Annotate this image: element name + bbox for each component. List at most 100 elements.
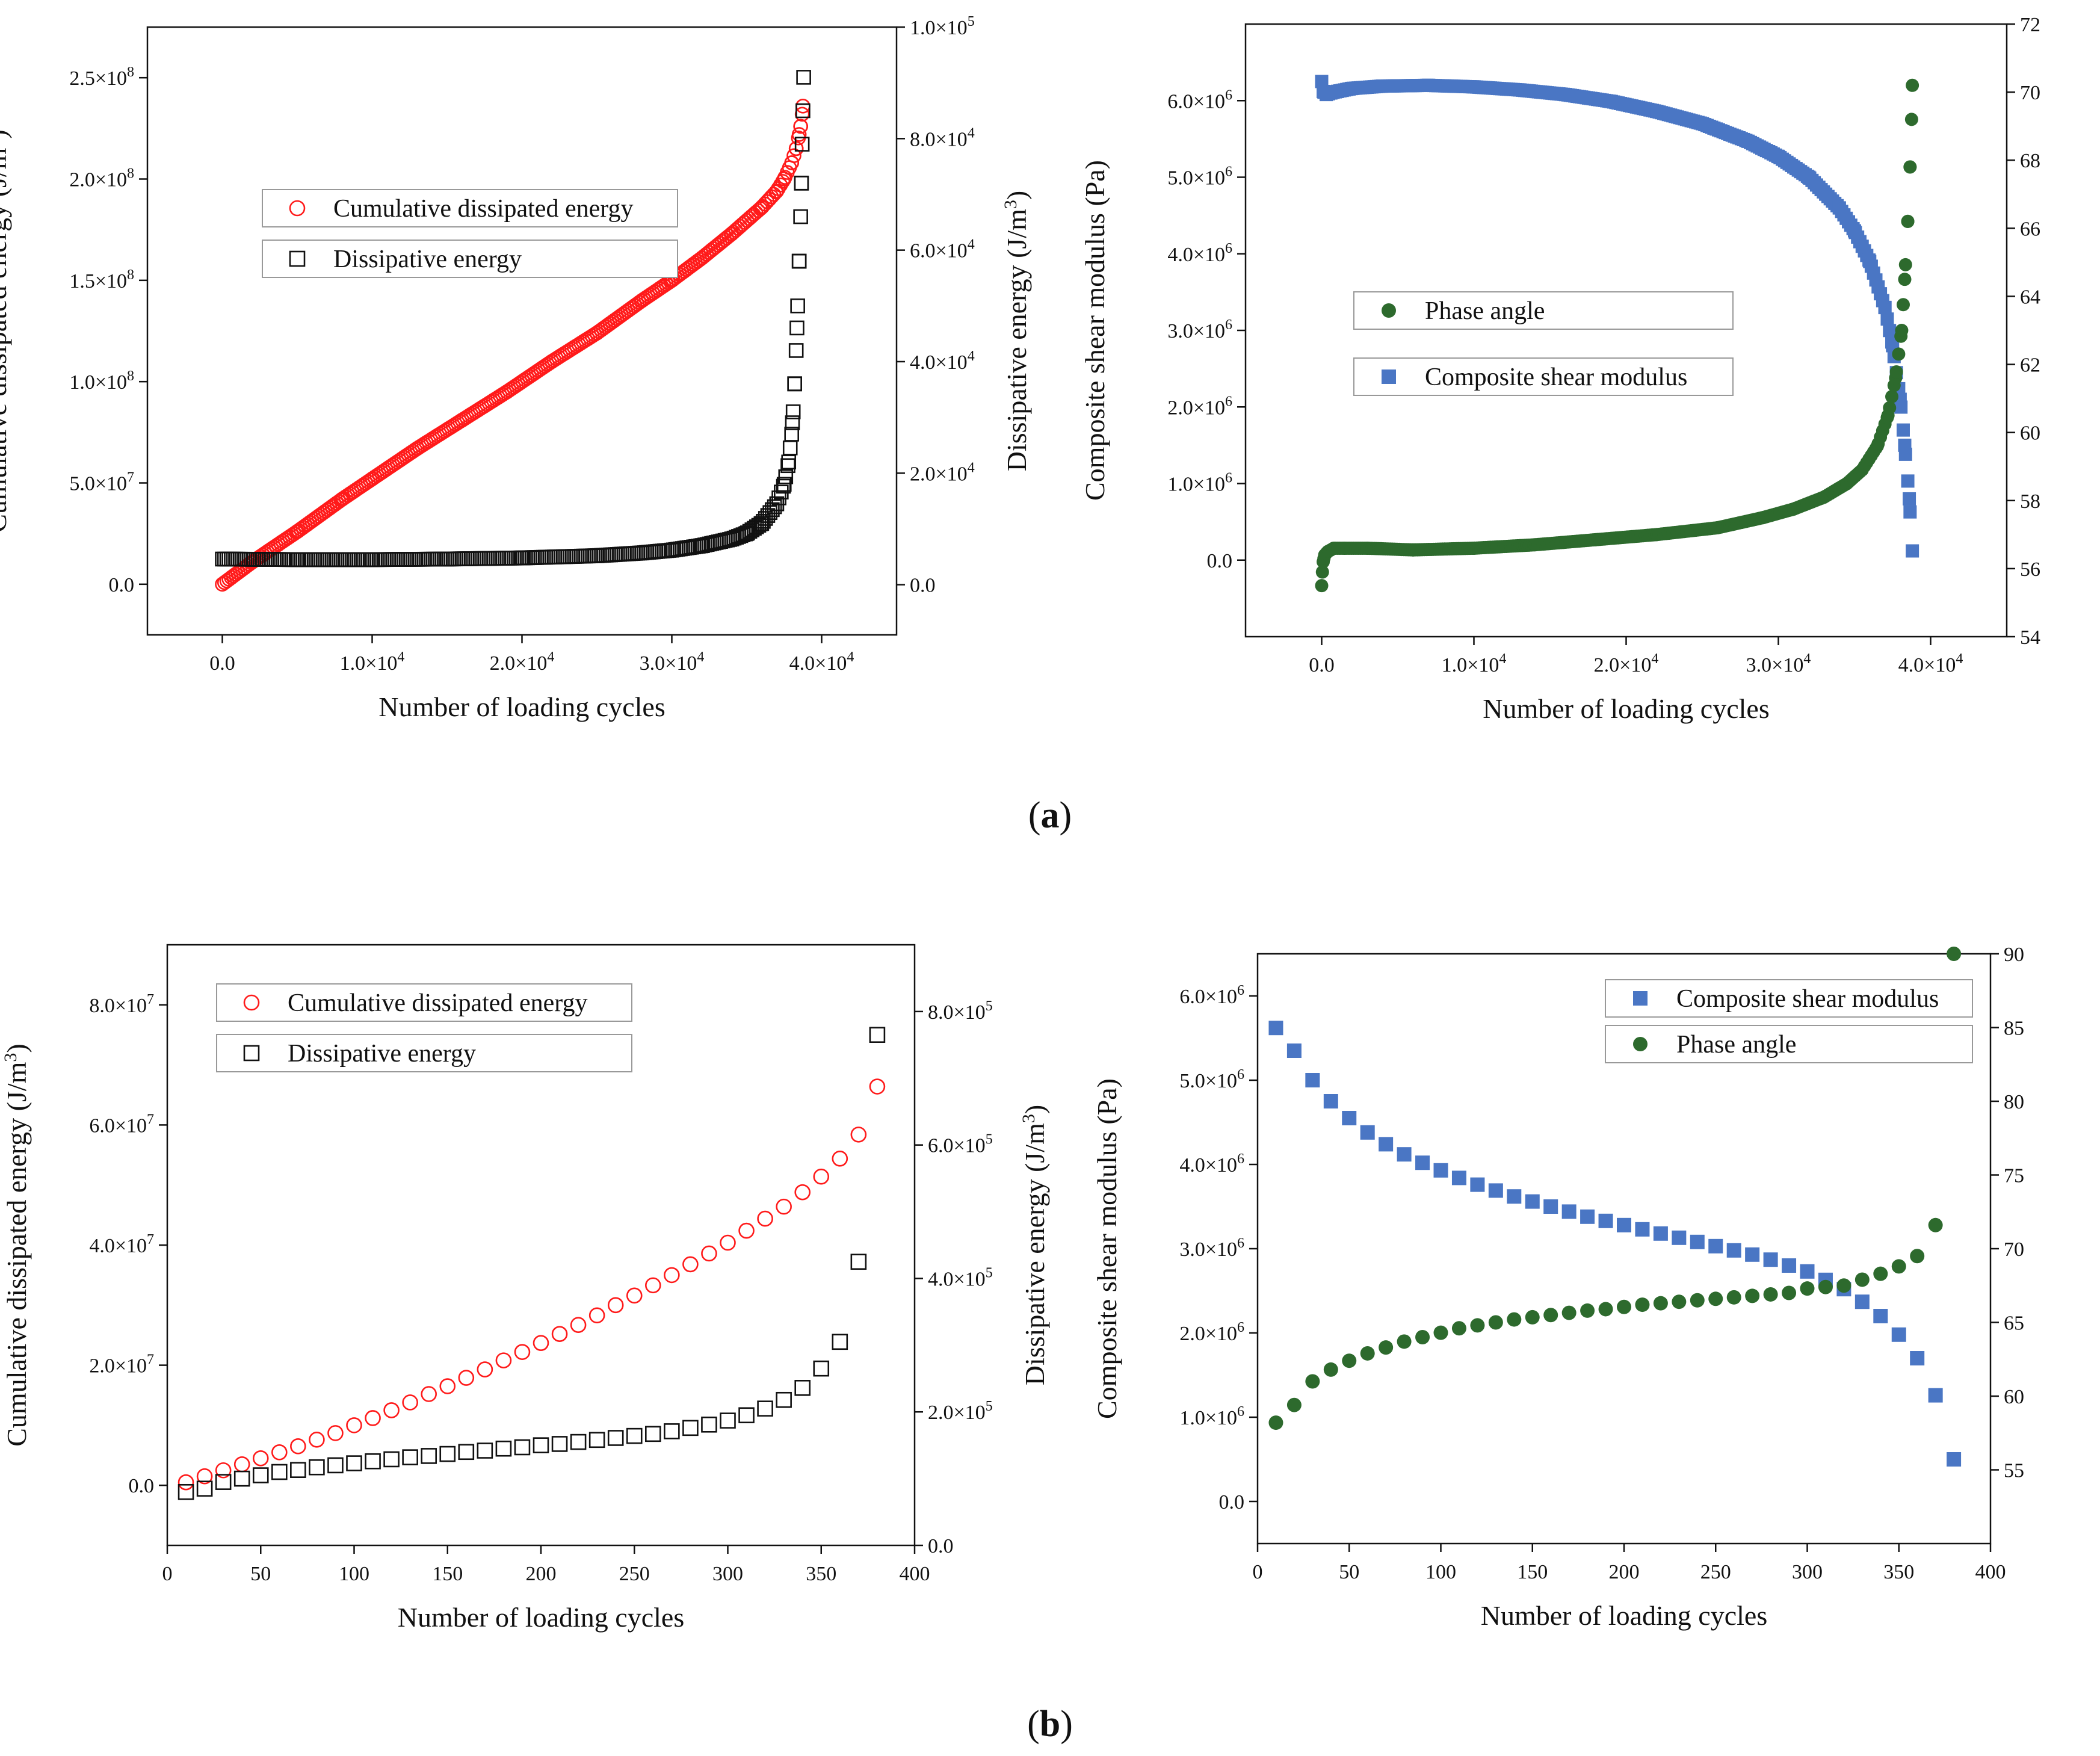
x-tick-label: 3.0×104 [640, 649, 705, 675]
data-point [785, 415, 800, 430]
y-right-tick-label: 90 [2004, 944, 2024, 966]
data-point [791, 127, 807, 142]
data-point [1873, 1309, 1888, 1323]
y-right-tick-label: 60 [2004, 1386, 2024, 1408]
data-point [1906, 544, 1919, 558]
y-left-tick-label: 6.0×106 [1167, 87, 1232, 113]
data-point [1470, 1177, 1485, 1192]
data-point [309, 1432, 325, 1448]
legend-marker [243, 994, 260, 1011]
data-point [1305, 1073, 1320, 1087]
data-point [1898, 273, 1912, 286]
data-point [720, 1412, 736, 1429]
data-point [514, 550, 530, 566]
data-point [570, 1433, 587, 1450]
data-point [1708, 1291, 1723, 1306]
data-point [701, 1416, 717, 1433]
y-left-tick-label: 5.0×107 [69, 470, 134, 495]
data-point [786, 148, 801, 163]
y-left-tick-label: 0.0 [1219, 1491, 1245, 1513]
data-point [439, 1445, 456, 1462]
data-point [365, 1410, 381, 1426]
x-axis-title: Number of loading cycles [1481, 1600, 1767, 1631]
y-left-tick-label: 5.0×106 [1179, 1067, 1244, 1092]
chart-a-left: 0.0 1.0×104 2.0×104 3.0×104 4.0×104 0.0 5.0×10… [0, 14, 1032, 722]
data-point [645, 1426, 661, 1442]
data-point [383, 1402, 400, 1418]
legend-entry-box [216, 1034, 632, 1072]
chart-b-right: 0 50 100 150 200 250 300 350 400 0.0 1.0×106 2.0×10… [1092, 944, 2100, 1631]
legend: Composite shear modulus Phase angle [1605, 979, 1973, 1063]
y-left-tick-label: 3.0×106 [1179, 1235, 1244, 1261]
chart-a-right: 0.0 1.0×104 2.0×104 3.0×104 4.0×104 0.0 1.0×10… [1079, 14, 2040, 724]
data-point [794, 176, 809, 191]
data-point [495, 1440, 512, 1457]
data-point [1451, 1170, 1466, 1186]
data-point [795, 103, 811, 119]
data-point [1910, 1249, 1925, 1264]
data-point [1763, 1252, 1778, 1267]
y-left-axis-title: Composite shear modulus (Pa) [1079, 160, 1110, 501]
x-tick-label: 100 [339, 1563, 369, 1585]
x-axis-title: Number of loading cycles [378, 691, 665, 722]
x-tick-label: 250 [619, 1563, 650, 1585]
data-point [1800, 1281, 1815, 1296]
y-right-tick-label: 54 [2020, 626, 2040, 649]
data-point [1898, 258, 1912, 271]
data-point [458, 1370, 475, 1386]
y-right-tick-label: 85 [2004, 1018, 2024, 1040]
data-point [1896, 423, 1910, 437]
x-tick-label: 200 [526, 1563, 557, 1585]
y-right-tick-label: 2.0×105 [928, 1399, 993, 1424]
data-point [869, 1027, 886, 1043]
legend-marker [1633, 991, 1648, 1006]
data-point [776, 477, 792, 492]
series-composite-shear-modulus [1268, 1021, 1962, 1467]
data-point [791, 253, 807, 269]
data-point [1928, 1388, 1943, 1403]
y-left-tick-label: 8.0×107 [89, 992, 154, 1017]
series-phase-angle [1315, 78, 1919, 593]
data-point [1488, 1315, 1503, 1330]
legend-label: Cumulative dissipated energy [333, 195, 633, 223]
data-point [832, 1334, 848, 1350]
data-point [1898, 447, 1912, 461]
data-point [1690, 1293, 1705, 1308]
y-left-tick-label: 1.0×106 [1179, 1404, 1244, 1429]
x-tick-label: 350 [1883, 1561, 1914, 1583]
data-point [1379, 1340, 1394, 1355]
data-point [776, 1391, 792, 1408]
y-right-tick-label: 0.0 [928, 1535, 954, 1557]
y-right-tick-label: 64 [2020, 286, 2040, 308]
data-point [682, 1256, 699, 1273]
x-tick-label: 100 [1425, 1561, 1456, 1583]
data-point [1360, 1346, 1375, 1361]
data-point [1910, 1351, 1925, 1365]
data-point [1894, 400, 1908, 414]
y-left-tick-label: 5.0×106 [1167, 164, 1232, 190]
data-point [784, 427, 799, 442]
data-point [1315, 75, 1329, 88]
x-axis-title: Number of loading cycles [1483, 693, 1769, 724]
x-tick-label: 1.0×104 [1442, 651, 1507, 676]
data-point [738, 1222, 755, 1239]
y-right-tick-label: 56 [2020, 558, 2040, 581]
data-point [1617, 1217, 1631, 1232]
data-point [1323, 1094, 1338, 1108]
data-point [1883, 401, 1897, 415]
legend-label: Cumulative dissipated energy [288, 989, 587, 1017]
data-point [1906, 78, 1919, 92]
y-right-tick-label: 2.0×104 [910, 460, 975, 485]
legend-entry-box [1353, 357, 1734, 396]
y-right-axis-title: Dissipative energy (J/m3) [1019, 1105, 1050, 1385]
x-tick-label: 200 [1609, 1561, 1640, 1583]
x-tick-label: 50 [250, 1563, 271, 1585]
y-left-tick-label: 1.5×108 [69, 267, 134, 292]
data-point [1947, 947, 1962, 961]
data-point [533, 1335, 549, 1351]
data-point [607, 1430, 624, 1446]
x-tick-label: 0.0 [1309, 654, 1335, 676]
data-point [787, 376, 802, 391]
data-point [588, 1432, 605, 1448]
